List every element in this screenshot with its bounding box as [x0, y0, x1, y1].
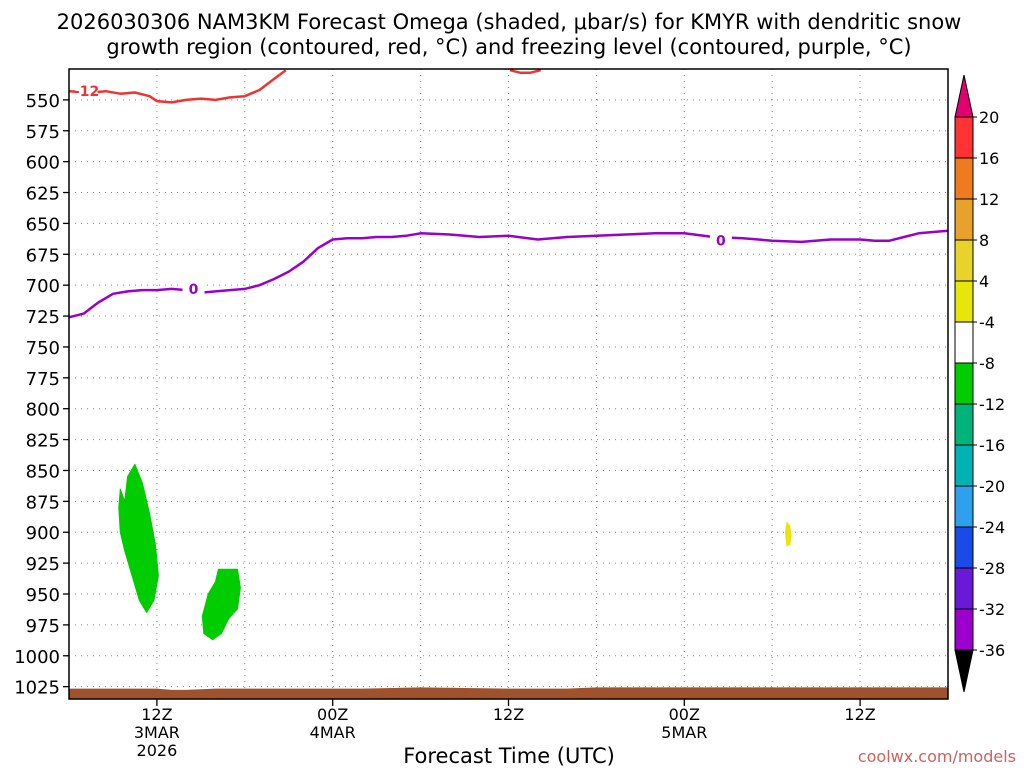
colorbar-box: [954, 567, 974, 610]
colorbar: 20 16 12 8 4 -4 -8 -12 -16 -20 -24 -28 -32 -36: [954, 74, 1005, 693]
freezing-level-label: 0: [716, 234, 726, 250]
y-tick-label: 725: [26, 307, 60, 328]
chart-title-line-1: 2026030306 NAM3KM Forecast Omega (shaded…: [57, 10, 962, 34]
x-tick-label: 00Z: [317, 705, 348, 724]
y-tick-label: 550: [26, 91, 60, 112]
watermark: coolwx.com/models: [858, 747, 1016, 766]
colorbar-box: [954, 485, 974, 528]
y-tick-label: 625: [26, 184, 60, 205]
freezing-level-line: [68, 229, 949, 319]
colorbar-box: [954, 280, 974, 323]
colorbar-box: [954, 157, 974, 200]
y-tick-label: 825: [26, 431, 60, 452]
x-tick-label: 12Z: [493, 705, 524, 724]
y-tick-label: 675: [26, 245, 60, 266]
x-tick-year: 2026: [137, 741, 178, 760]
ground-layer: [68, 687, 949, 700]
colorbar-label: -36: [979, 641, 1005, 660]
x-axis-label: Forecast Time (UTC): [403, 744, 615, 768]
colorbar-label: -28: [979, 559, 1005, 578]
freezing-level-label-background: [182, 279, 205, 297]
ground-fill: [68, 687, 949, 700]
dgz-contour-label: -12: [74, 84, 99, 100]
plot-frame: [68, 68, 949, 700]
colorbar-box: [954, 362, 974, 405]
omega-region-positive: [784, 521, 792, 547]
colorbar-label: -24: [979, 518, 1005, 537]
colorbar-label: -20: [979, 477, 1005, 496]
freezing-level-label-background: [709, 231, 732, 249]
colorbar-box: [954, 608, 974, 651]
colorbar-box: [954, 526, 974, 569]
omega-region-a: [118, 463, 159, 613]
colorbar-label: -12: [979, 395, 1005, 414]
y-tick-label: 775: [26, 369, 60, 390]
y-tick-label: 975: [26, 616, 60, 637]
colorbar-label: 16: [979, 149, 999, 168]
colorbar-box: [954, 198, 974, 241]
colorbar-label: 8: [979, 231, 989, 250]
x-tick-date: 5MAR: [661, 723, 707, 742]
chart-title-line-2: growth region (contoured, red, °C) and f…: [106, 35, 911, 59]
colorbar-box: [954, 321, 974, 364]
contour-lines: 0 0 -12: [68, 68, 949, 319]
y-tick-label: 600: [26, 153, 60, 174]
y-tick-label: 925: [26, 554, 60, 575]
colorbar-box: [954, 444, 974, 487]
y-axis: 550 575 600 625 650 675 700 725 750 775 800 825 850 8…: [14, 91, 69, 699]
colorbar-box: [954, 239, 974, 282]
colorbar-box: [954, 403, 974, 446]
y-tick-label: 900: [26, 523, 60, 544]
omega-shading: [118, 463, 792, 641]
grid-lines: [69, 69, 948, 699]
freezing-level-label: 0: [189, 282, 199, 298]
y-tick-label: 1025: [14, 678, 60, 699]
x-tick-label: 00Z: [669, 705, 700, 724]
colorbar-label: -8: [979, 354, 995, 373]
colorbar-label: 12: [979, 190, 999, 209]
y-tick-label: 850: [26, 461, 60, 482]
y-tick-label: 950: [26, 585, 60, 606]
y-tick-label: 750: [26, 338, 60, 359]
colorbar-label: -16: [979, 436, 1005, 455]
colorbar-label: 20: [979, 108, 999, 127]
y-tick-label: 575: [26, 122, 60, 143]
colorbar-label: 4: [979, 272, 989, 291]
colorbar-label: -32: [979, 600, 1005, 619]
y-tick-label: 700: [26, 276, 60, 297]
y-tick-label: 650: [26, 214, 60, 235]
y-tick-label: 800: [26, 400, 60, 421]
dgz-contour-fragment: [509, 68, 541, 74]
omega-region-b: [201, 568, 241, 641]
x-tick-label: 12Z: [141, 705, 172, 724]
x-tick-date: 3MAR: [134, 723, 180, 742]
x-tick-date: 4MAR: [310, 723, 356, 742]
colorbar-box: [954, 116, 974, 159]
x-tick-label: 12Z: [844, 705, 875, 724]
y-tick-label: 1000: [14, 647, 60, 668]
colorbar-label: -4: [979, 313, 995, 332]
dgz-contour-line: [68, 69, 287, 104]
dgz-contour-label-background: [75, 82, 98, 100]
y-tick-label: 875: [26, 492, 60, 513]
colorbar-bottom-arrow: [954, 649, 974, 693]
colorbar-top-arrow: [954, 74, 974, 118]
